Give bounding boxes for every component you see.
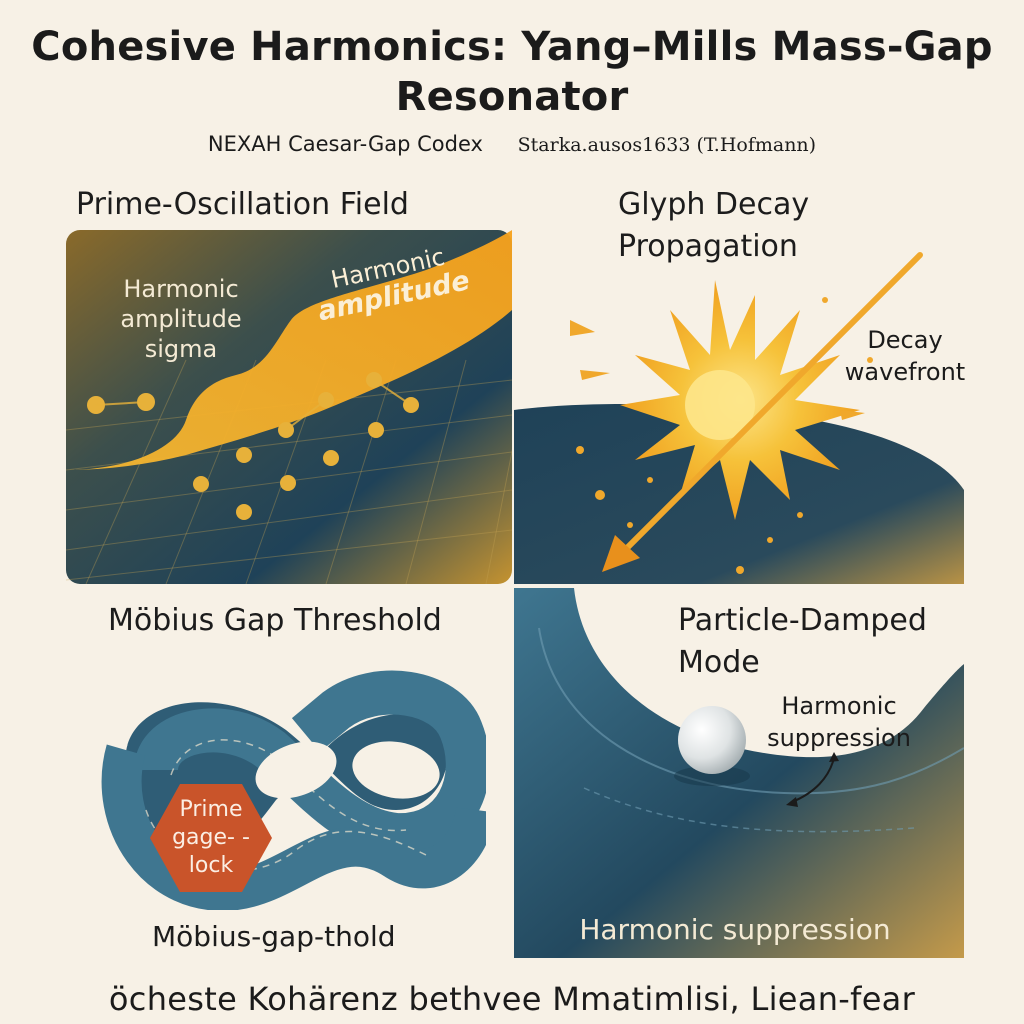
prime-gage-lock-badge	[150, 784, 272, 892]
prime-gage-lock-label: Prime gage- -lock	[172, 797, 250, 878]
page-title: Cohesive Harmonics: Yang–Mills Mass-Gap …	[31, 24, 993, 120]
prime-oscillation-title: Prime-Oscillation Field	[76, 187, 409, 222]
glyph-decay-title-line2: Propagation	[618, 229, 798, 264]
mobius-gap-caption: Möbius-gap-thold	[152, 920, 396, 953]
harmonic-suppression-label: Harmonic suppression	[767, 692, 911, 752]
harmonic-amplitude-sigma-label: Harmonic amplitude sigma	[120, 275, 242, 363]
particle-damped-title-line2: Mode	[678, 645, 760, 680]
particle-damped-title-line1: Particle-Damped	[678, 603, 927, 638]
particle-damped-illustration	[514, 588, 964, 958]
decay-burst-illustration	[570, 252, 923, 574]
subtitle-author: Starka.ausos1633 (T.Hofmann)	[517, 134, 817, 156]
glyph-decay-title-line1: Glyph Decay	[618, 187, 810, 222]
glyph-decay-title: Glyph Decay Propagation	[618, 184, 809, 268]
subtitle: NEXAH Caesar-Gap Codex Starka.ausos1633 …	[0, 132, 1024, 156]
subtitle-codex: NEXAH Caesar-Gap Codex	[207, 132, 483, 156]
decay-wavefront-label: Decay wavefront	[844, 326, 966, 386]
harmonic-suppression-caption: Harmonic suppression	[579, 913, 891, 946]
prime-oscillation-panel: Harmonic amplitude sigma Harmonic amplit…	[66, 230, 512, 584]
prime-oscillation-illustration	[66, 230, 512, 584]
particle-damped-title: Particle-Damped Mode	[678, 600, 927, 684]
footer-text: öcheste Kohärenz bethvee Mmatimlisi, Lie…	[108, 980, 916, 1018]
mobius-gap-title: Möbius Gap Threshold	[108, 603, 442, 638]
particle-damped-panel	[514, 588, 964, 958]
